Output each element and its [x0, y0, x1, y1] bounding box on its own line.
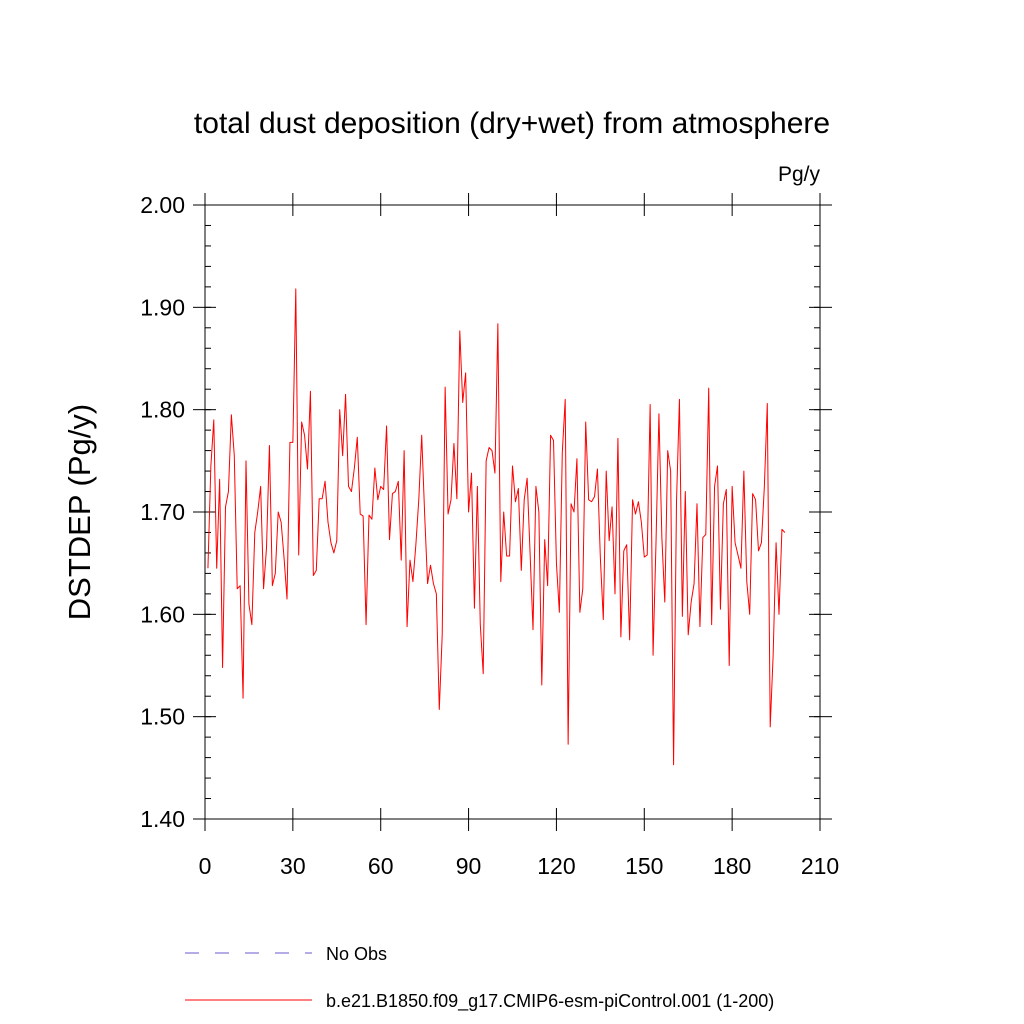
series-line: [207, 288, 786, 766]
x-tick-label: 180: [713, 853, 751, 879]
y-tick-label: 1.70: [140, 499, 185, 525]
legend-label-no-obs: No Obs: [326, 944, 387, 964]
x-tick-label: 210: [801, 853, 839, 879]
x-tick-label: 150: [625, 853, 663, 879]
chart-title: total dust deposition (dry+wet) from atm…: [194, 107, 830, 140]
x-tick-label: 30: [280, 853, 306, 879]
legend: No Obs b.e21.B1850.f09_g17.CMIP6-esm-piC…: [185, 944, 774, 1012]
x-tick-label: 90: [456, 853, 482, 879]
x-tick-label: 0: [199, 853, 212, 879]
y-tick-labels: 1.40 1.50 1.60 1.70 1.80 1.90 2.00: [140, 192, 185, 832]
y-tick-label: 2.00: [140, 192, 185, 218]
x-tick-labels: 0 30 60 90 120 150 180 210: [199, 853, 840, 879]
y-axis-label: DSTDEP (Pg/y): [62, 404, 97, 620]
y-tick-label: 1.50: [140, 704, 185, 730]
units-label: Pg/y: [778, 163, 821, 186]
x-tick-label: 120: [537, 853, 575, 879]
y-tick-label: 1.60: [140, 601, 185, 627]
x-tick-label: 60: [368, 853, 394, 879]
y-tick-label: 1.80: [140, 397, 185, 423]
legend-label-model: b.e21.B1850.f09_g17.CMIP6-esm-piControl.…: [326, 991, 774, 1012]
plot-frame: [204, 204, 821, 820]
y-tick-label: 1.90: [140, 294, 185, 320]
y-tick-label: 1.40: [140, 806, 185, 832]
